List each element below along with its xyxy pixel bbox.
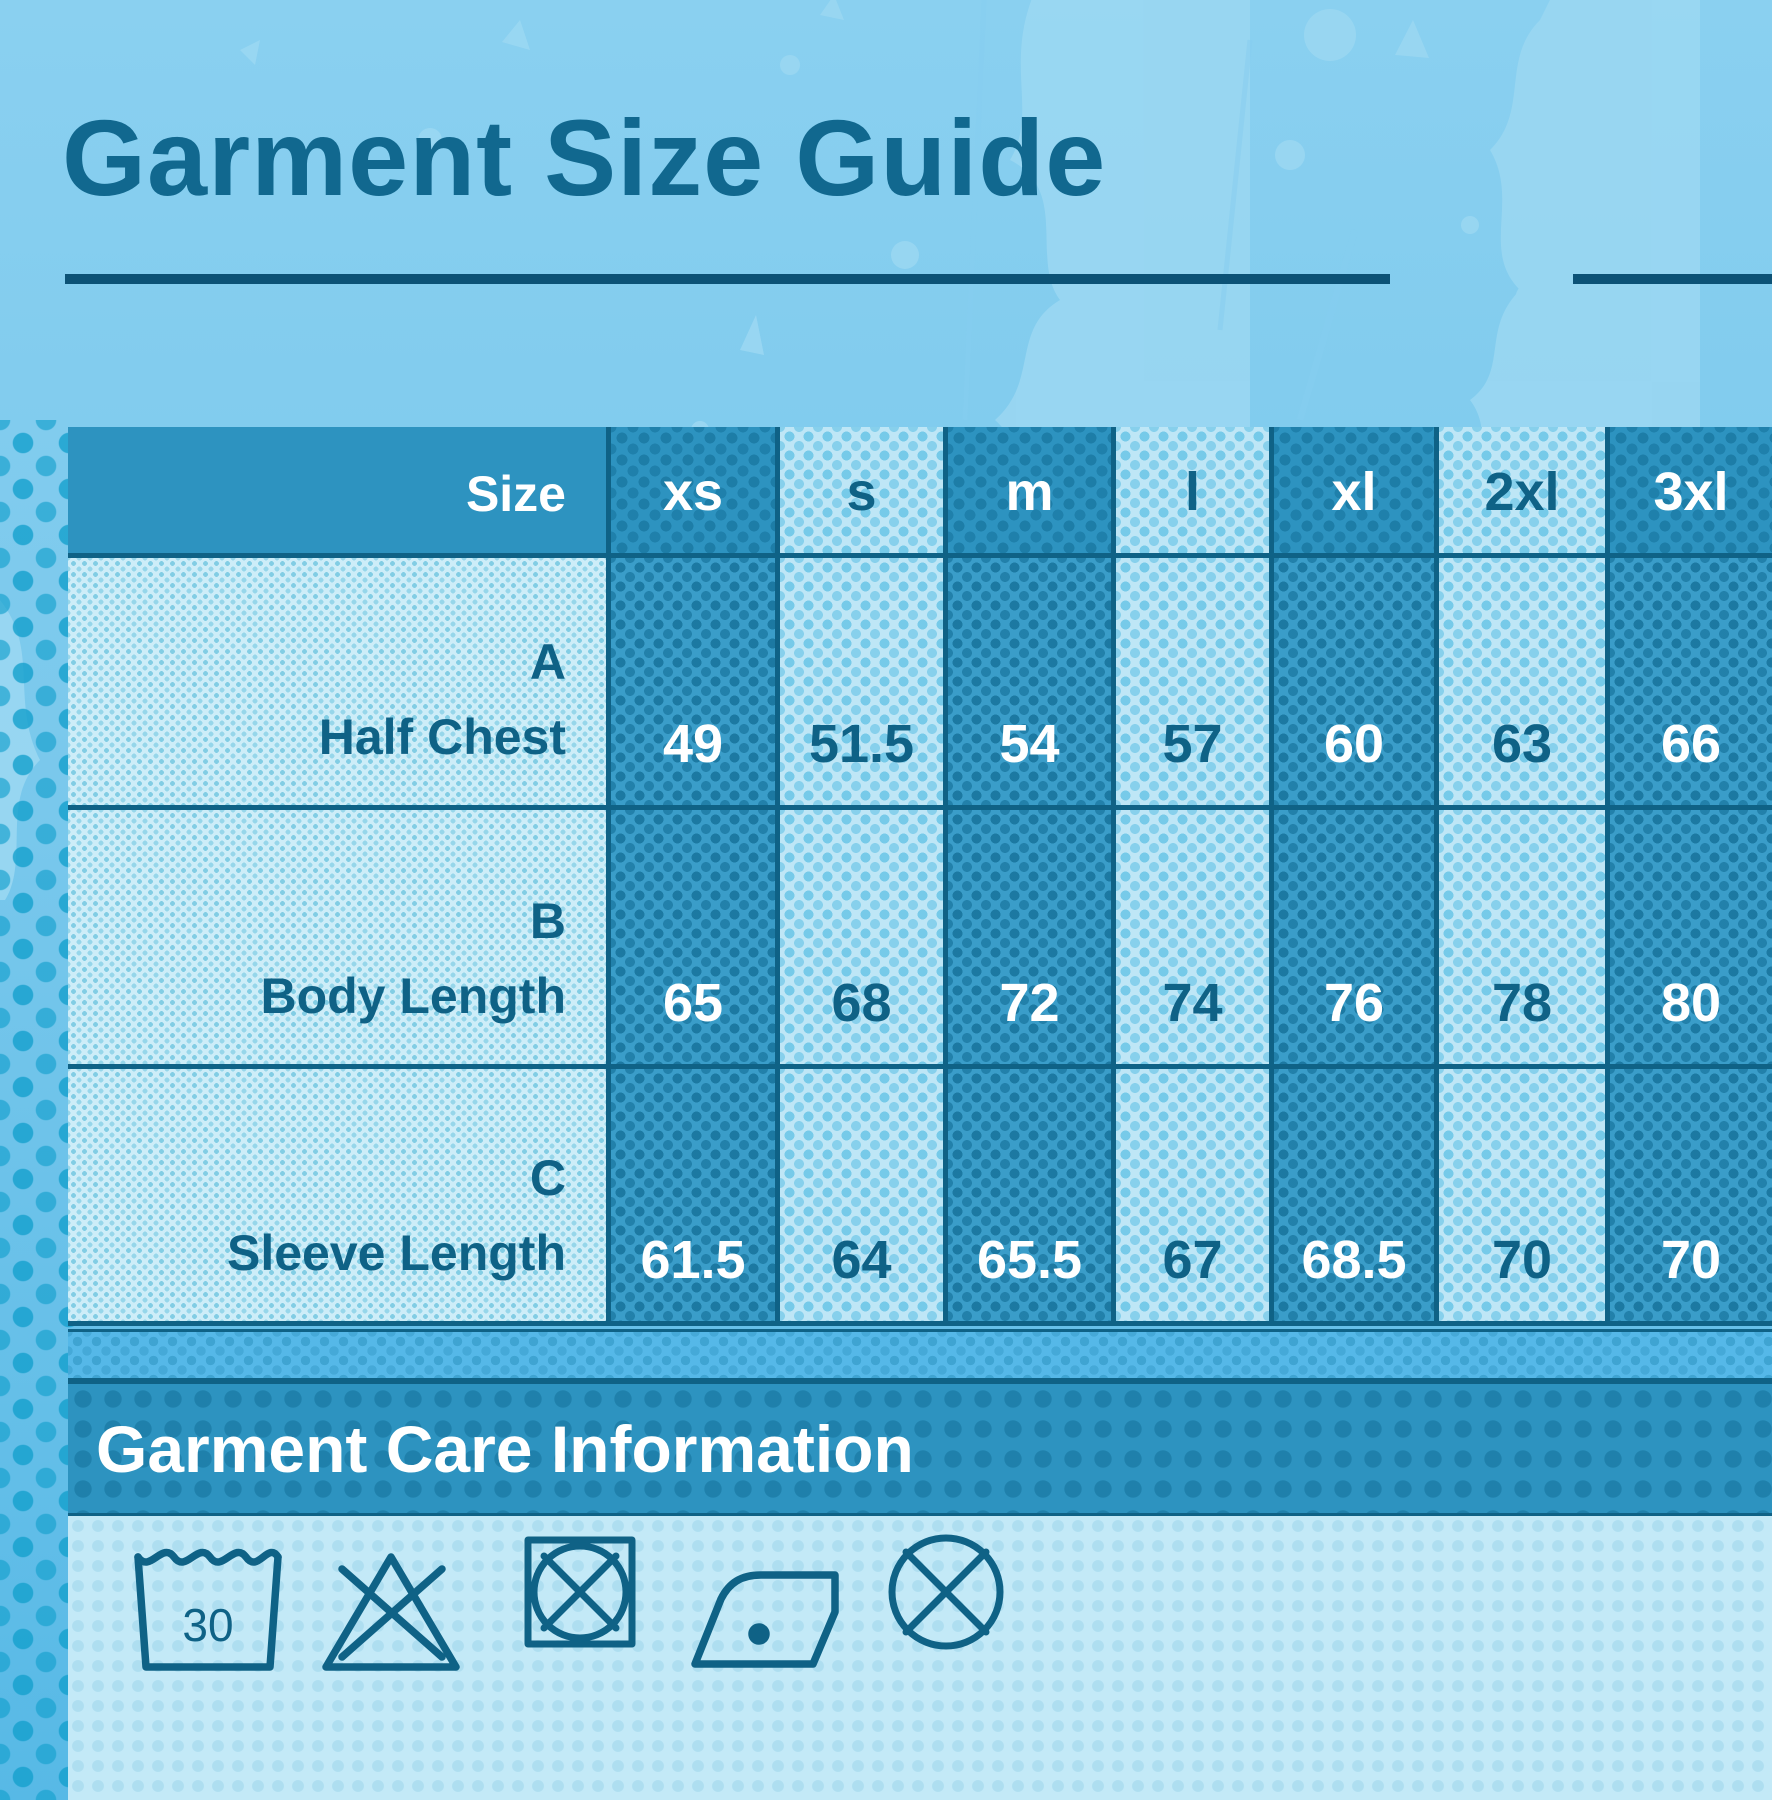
svg-text:30: 30 bbox=[182, 1599, 233, 1651]
